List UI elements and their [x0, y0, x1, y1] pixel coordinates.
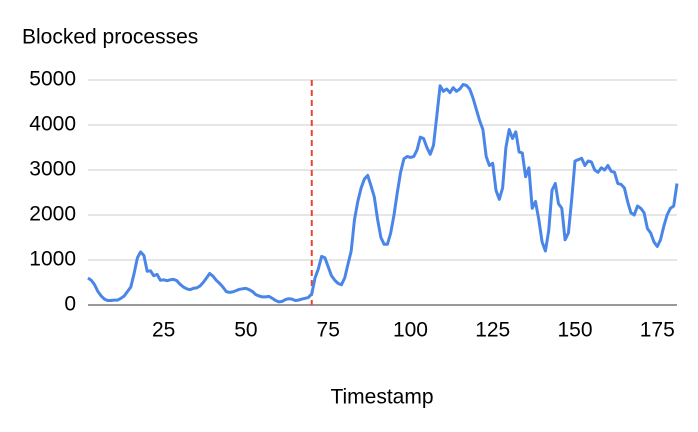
chart-title: Blocked processes — [22, 26, 198, 49]
y-tick-label: 5000 — [29, 68, 76, 91]
x-axis-title: Timestamp — [330, 386, 433, 409]
y-tick-label: 2000 — [29, 203, 76, 226]
y-tick-label: 1000 — [29, 248, 76, 271]
data-line — [87, 83, 679, 304]
x-tick-label: 150 — [557, 319, 592, 342]
y-tick-label: 0 — [64, 293, 76, 316]
y-tick-label: 4000 — [29, 113, 76, 136]
x-tick-label: 125 — [475, 319, 510, 342]
x-tick-label: 175 — [640, 319, 675, 342]
y-tick-label: 3000 — [29, 158, 76, 181]
x-tick-label: 75 — [317, 319, 340, 342]
x-tick-label: 50 — [234, 319, 257, 342]
x-tick-label: 25 — [152, 319, 175, 342]
x-tick-label: 100 — [393, 319, 428, 342]
